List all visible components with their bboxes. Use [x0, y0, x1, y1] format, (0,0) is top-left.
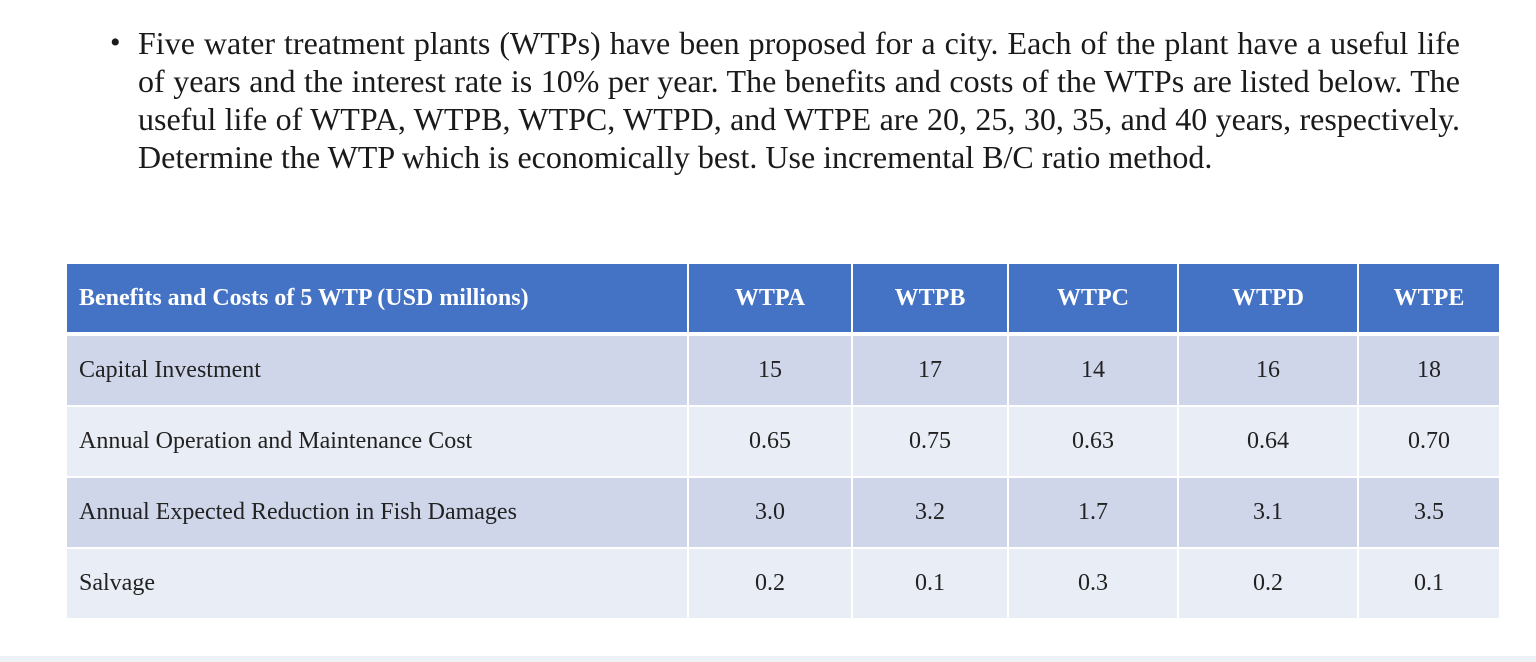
row-label: Annual Operation and Maintenance Cost	[67, 405, 689, 477]
bullet-icon: •	[110, 26, 121, 59]
table-cell: 3.0	[688, 476, 853, 548]
table-cell: 0.1	[852, 547, 1009, 618]
table-cell: 0.63	[1008, 405, 1179, 477]
table-row: Capital Investment 15 17 14 16 18	[67, 333, 1499, 406]
header-wtpe: WTPE	[1358, 264, 1499, 336]
table-cell: 0.64	[1178, 405, 1359, 477]
table-cell: 0.1	[1358, 547, 1499, 618]
table-cell: 3.2	[852, 476, 1009, 548]
table-cell: 18	[1358, 333, 1499, 406]
bottom-divider	[0, 656, 1536, 662]
table-cell: 16	[1178, 333, 1359, 406]
table-header-row: Benefits and Costs of 5 WTP (USD million…	[67, 264, 1499, 336]
table-row: Annual Expected Reduction in Fish Damage…	[67, 476, 1499, 548]
problem-text: Five water treatment plants (WTPs) have …	[138, 25, 1460, 175]
row-label: Annual Expected Reduction in Fish Damage…	[67, 476, 689, 548]
problem-statement: • Five water treatment plants (WTPs) hav…	[110, 24, 1460, 176]
table-cell: 14	[1008, 333, 1179, 406]
table-cell: 0.70	[1358, 405, 1499, 477]
table-row: Salvage 0.2 0.1 0.3 0.2 0.1	[67, 547, 1499, 618]
header-wtpa: WTPA	[688, 264, 853, 336]
table-cell: 0.75	[852, 405, 1009, 477]
header-wtpd: WTPD	[1178, 264, 1359, 336]
table-cell: 1.7	[1008, 476, 1179, 548]
table-row: Annual Operation and Maintenance Cost 0.…	[67, 405, 1499, 477]
header-wtpb: WTPB	[852, 264, 1009, 336]
table-cell: 0.2	[1178, 547, 1359, 618]
benefits-costs-table: Benefits and Costs of 5 WTP (USD million…	[67, 264, 1499, 618]
table-cell: 15	[688, 333, 853, 406]
row-label: Salvage	[67, 547, 689, 618]
table-cell: 17	[852, 333, 1009, 406]
table-cell: 0.2	[688, 547, 853, 618]
table-cell: 0.65	[688, 405, 853, 477]
table-cell: 3.5	[1358, 476, 1499, 548]
header-wtpc: WTPC	[1008, 264, 1179, 336]
header-label: Benefits and Costs of 5 WTP (USD million…	[67, 264, 689, 336]
table-cell: 3.1	[1178, 476, 1359, 548]
table-cell: 0.3	[1008, 547, 1179, 618]
row-label: Capital Investment	[67, 333, 689, 406]
